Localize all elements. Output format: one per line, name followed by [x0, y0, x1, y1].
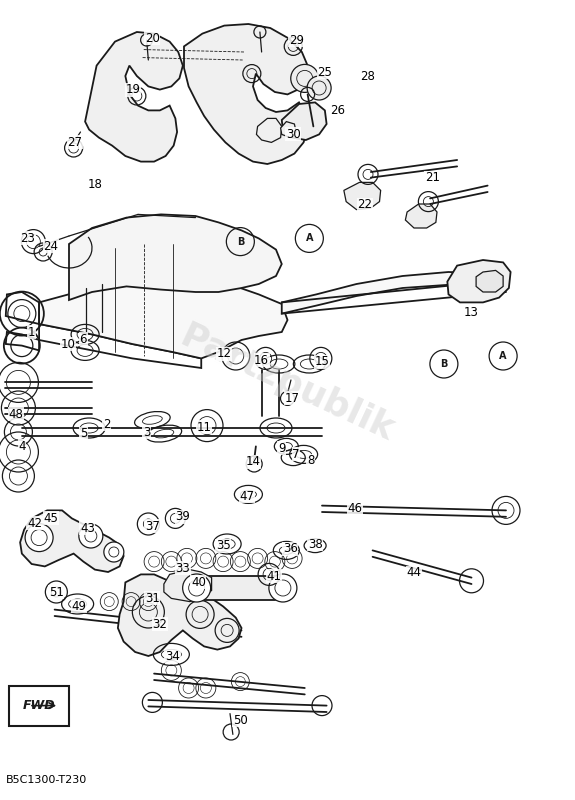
Text: 44: 44 [407, 566, 421, 579]
Text: 43: 43 [80, 522, 95, 534]
Polygon shape [190, 576, 290, 600]
Polygon shape [164, 570, 212, 602]
Polygon shape [39, 278, 288, 358]
Polygon shape [118, 574, 242, 656]
Text: 45: 45 [43, 512, 58, 525]
Text: 49: 49 [72, 600, 87, 613]
Text: 2: 2 [102, 418, 110, 430]
Text: 5: 5 [80, 427, 87, 440]
Text: 35: 35 [216, 539, 231, 552]
Text: 24: 24 [43, 240, 58, 253]
Text: 20: 20 [145, 32, 160, 45]
Text: 30: 30 [286, 128, 301, 141]
Text: 37: 37 [145, 520, 160, 533]
Text: 12: 12 [217, 347, 232, 360]
Text: 23: 23 [20, 232, 35, 245]
Circle shape [307, 76, 331, 100]
Text: 40: 40 [191, 576, 206, 589]
Circle shape [183, 574, 210, 602]
Text: 3: 3 [143, 426, 150, 438]
Text: 10: 10 [60, 338, 75, 350]
Text: 17: 17 [285, 392, 300, 405]
Polygon shape [282, 102, 327, 140]
Text: 1: 1 [28, 326, 36, 338]
Text: FWD: FWD [23, 699, 55, 712]
Text: 21: 21 [425, 171, 440, 184]
Text: 6: 6 [79, 333, 87, 346]
Polygon shape [184, 24, 308, 164]
Text: B5C1300-T230: B5C1300-T230 [6, 775, 87, 785]
Text: 47: 47 [240, 490, 255, 502]
Polygon shape [69, 214, 282, 300]
Text: 16: 16 [254, 354, 269, 366]
Text: 34: 34 [165, 650, 180, 662]
Text: 31: 31 [145, 592, 160, 605]
Circle shape [25, 524, 53, 552]
Text: 11: 11 [197, 421, 212, 434]
Polygon shape [281, 122, 296, 138]
Text: 13: 13 [464, 306, 479, 318]
Text: B: B [440, 359, 447, 369]
Text: 22: 22 [358, 198, 373, 211]
Text: 27: 27 [67, 136, 82, 149]
Text: 26: 26 [331, 104, 346, 117]
FancyBboxPatch shape [9, 686, 69, 726]
Polygon shape [344, 182, 381, 210]
Text: Partzpublik: Partzpublik [175, 319, 400, 449]
Text: 7: 7 [292, 448, 300, 461]
Text: 36: 36 [283, 542, 298, 555]
Polygon shape [405, 204, 437, 228]
Text: 51: 51 [49, 586, 64, 598]
Text: 41: 41 [266, 570, 281, 582]
Text: 39: 39 [175, 510, 190, 523]
Text: 15: 15 [315, 355, 329, 368]
Text: 46: 46 [348, 502, 363, 515]
Polygon shape [20, 510, 124, 572]
Text: 28: 28 [361, 70, 375, 83]
Polygon shape [282, 272, 506, 314]
Text: 14: 14 [246, 455, 260, 468]
Text: 32: 32 [152, 618, 167, 630]
Polygon shape [447, 260, 511, 302]
Text: 38: 38 [308, 538, 323, 550]
Text: A: A [499, 351, 507, 361]
Text: 19: 19 [126, 83, 141, 96]
Polygon shape [476, 270, 503, 292]
Polygon shape [85, 32, 183, 162]
Text: 42: 42 [27, 517, 42, 530]
Text: 29: 29 [289, 34, 304, 46]
Circle shape [104, 542, 124, 562]
Circle shape [79, 524, 103, 548]
Text: B: B [237, 237, 244, 246]
Circle shape [291, 64, 319, 92]
Text: 33: 33 [175, 562, 190, 574]
Text: 48: 48 [9, 408, 24, 421]
Text: 18: 18 [87, 178, 102, 190]
Text: 50: 50 [233, 714, 248, 726]
Circle shape [269, 574, 297, 602]
Text: 4: 4 [18, 440, 26, 453]
Text: A: A [305, 234, 313, 243]
Text: 25: 25 [317, 66, 332, 78]
Text: 8: 8 [307, 454, 314, 467]
Text: 9: 9 [278, 442, 286, 454]
